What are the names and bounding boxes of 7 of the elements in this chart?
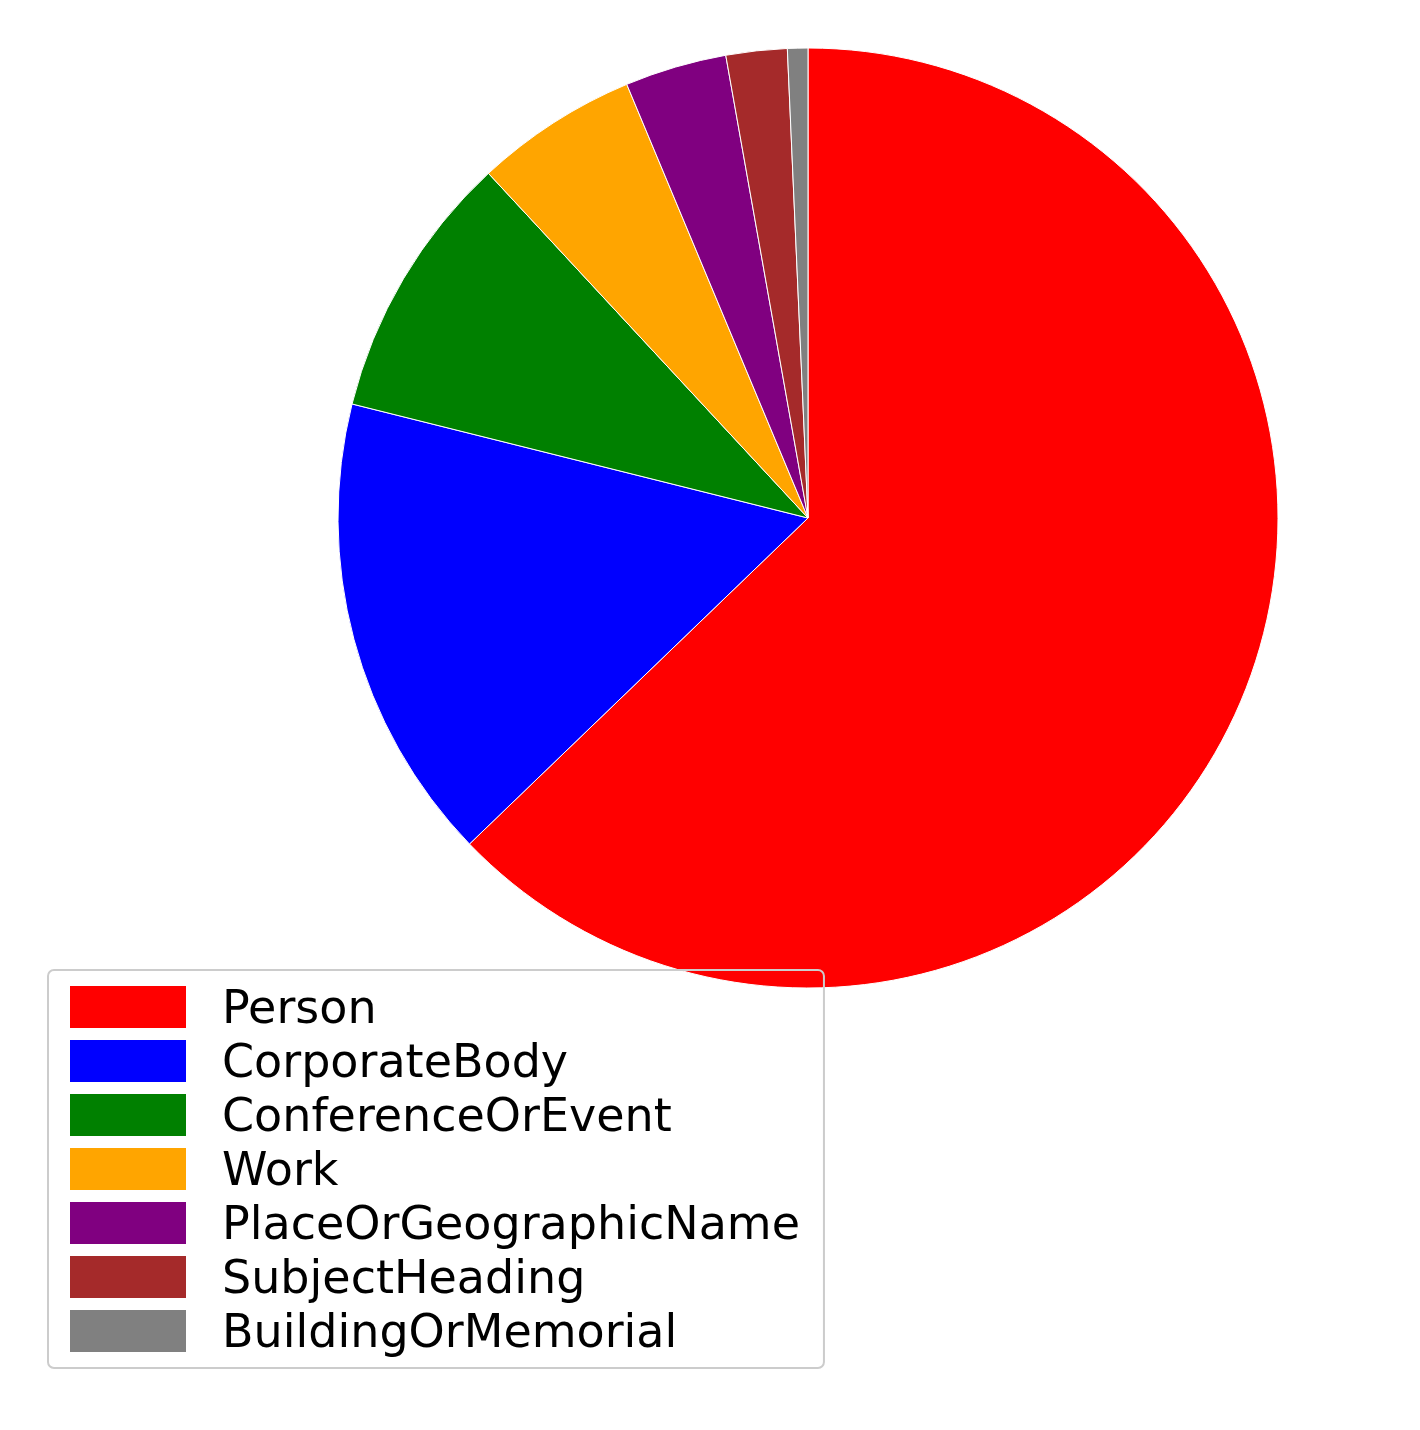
legend-label: CorporateBody	[222, 1034, 569, 1088]
legend-label: Person	[222, 980, 377, 1034]
legend-label: Work	[222, 1142, 339, 1196]
legend-label: ConferenceOrEvent	[222, 1088, 672, 1142]
legend-label: BuildingOrMemorial	[222, 1304, 678, 1358]
legend-label: PlaceOrGeographicName	[222, 1196, 800, 1250]
legend-label: SubjectHeading	[222, 1250, 586, 1304]
